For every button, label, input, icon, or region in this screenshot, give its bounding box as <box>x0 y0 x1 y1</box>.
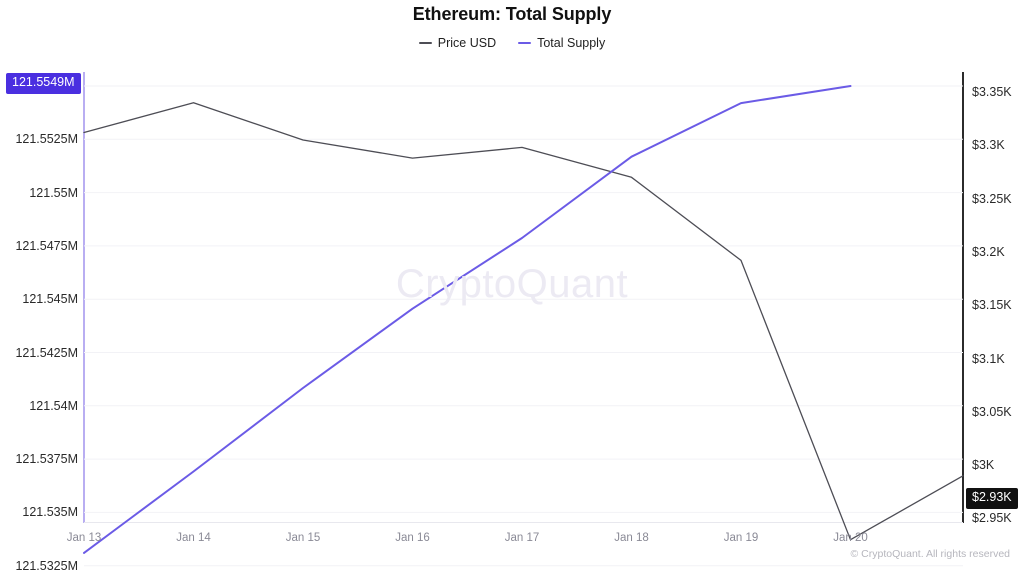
bottom-axis-line <box>84 522 963 523</box>
left-axis-tick: 121.5475M <box>15 238 78 253</box>
bottom-axis-tick: Jan 13 <box>66 532 102 544</box>
right-axis-labels: $3.35K $3.3K $3.25K $3.2K $3.15K $3.1K $3.05K $… <box>972 0 1024 569</box>
right-axis-tick: $3.3K <box>972 138 1005 153</box>
right-axis-tick: $3K <box>972 458 995 473</box>
legend-label-price-usd: Price USD <box>437 36 497 50</box>
right-axis-tick: $3.15K <box>972 298 1012 313</box>
bottom-axis-tick: Jan 18 <box>614 532 649 544</box>
right-axis-tick: $3.25K <box>972 191 1012 206</box>
legend-label-total-supply: Total Supply <box>537 36 606 50</box>
left-axis-tick: 121.5375M <box>15 452 78 467</box>
right-axis-tick: $2.95K <box>972 511 1012 526</box>
plot-area <box>83 72 964 567</box>
left-axis-tick: 121.5425M <box>15 345 78 360</box>
legend-swatch-price-usd <box>418 42 432 44</box>
left-axis-tick: 121.5525M <box>15 132 78 147</box>
left-axis-tick: 121.54M <box>29 398 78 413</box>
left-axis-tick: 121.535M <box>22 505 78 520</box>
bottom-axis-tick: Jan 17 <box>504 532 540 544</box>
right-axis-line <box>962 72 964 523</box>
right-value-badge: $2.93K <box>966 488 1018 509</box>
bottom-axis-tick: Jan 19 <box>723 532 759 544</box>
series-lines <box>83 85 964 554</box>
left-axis-tick: 121.545M <box>22 292 78 307</box>
left-axis-tick: 121.55M <box>29 185 78 200</box>
legend-item-total-supply[interactable]: Total Supply <box>518 36 605 50</box>
chart-title: Ethereum: Total Supply <box>412 4 612 24</box>
right-axis-tick: $3.1K <box>972 351 1005 366</box>
legend-swatch-total-supply <box>518 42 532 44</box>
chart-legend: Price USD Total Supply <box>0 36 1024 50</box>
left-axis-line <box>83 72 85 523</box>
right-axis-tick: $3.2K <box>972 244 1005 259</box>
bottom-axis-tick: Jan 14 <box>176 532 211 544</box>
right-axis-tick: $3.05K <box>972 404 1012 419</box>
bottom-axis-tick: Jan 20 <box>833 532 868 544</box>
left-value-badge: 121.5549M <box>6 73 81 94</box>
legend-item-price-usd[interactable]: Price USD <box>418 36 497 50</box>
copyright-footer: © CryptoQuant. All rights reserved <box>850 548 1010 560</box>
bottom-axis-tick: Jan 15 <box>285 532 321 544</box>
grid-lines <box>84 85 963 567</box>
bottom-axis-tick: Jan 16 <box>395 532 430 544</box>
left-axis-tick: 121.5325M <box>15 558 78 573</box>
right-axis-tick: $3.35K <box>972 85 1012 99</box>
